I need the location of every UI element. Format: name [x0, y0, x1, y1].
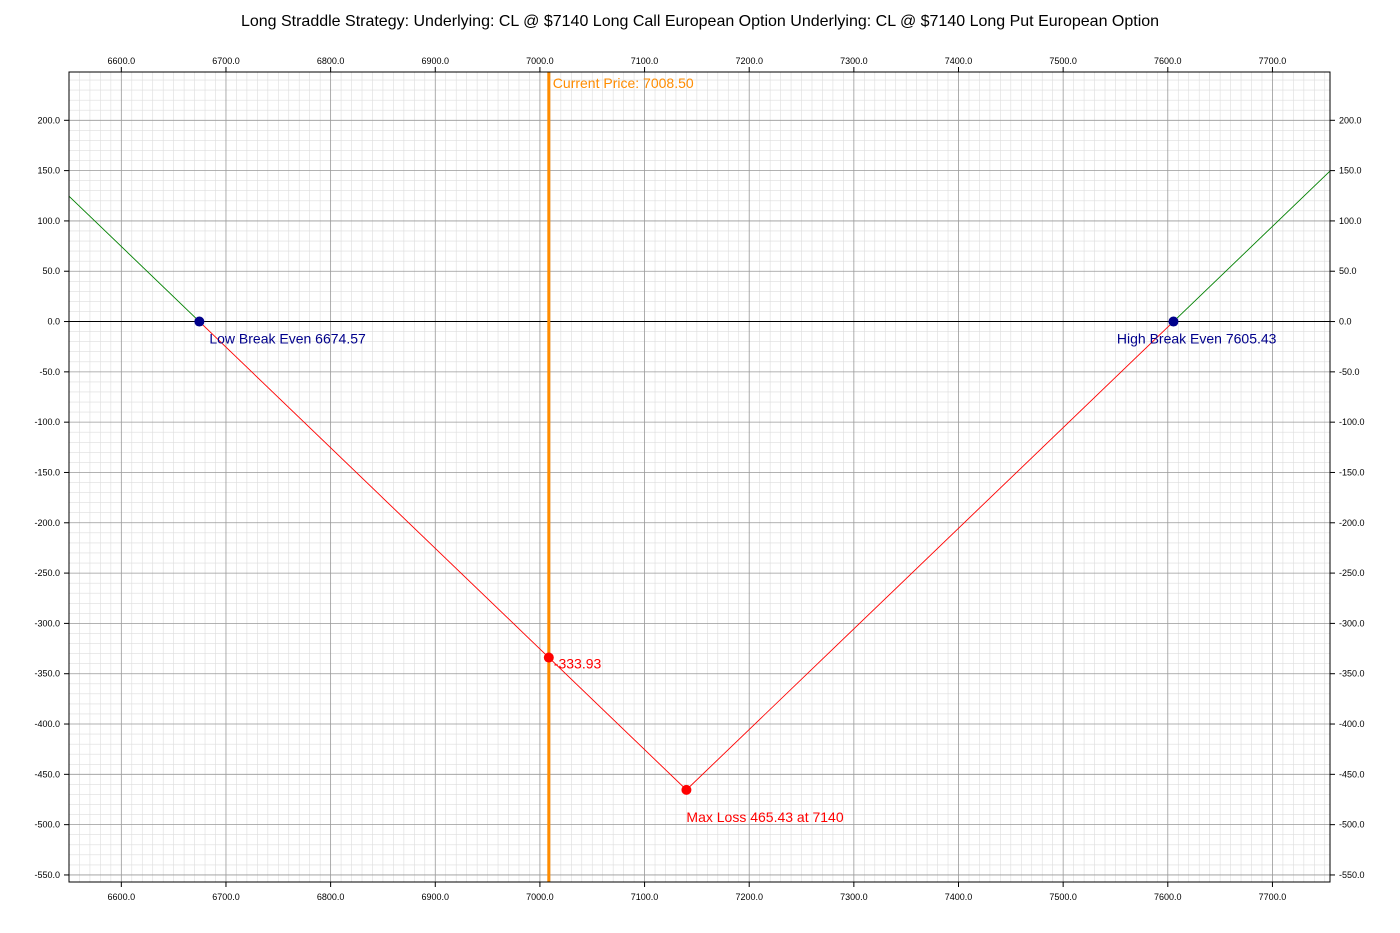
y-tick-label-right: -200.0	[1339, 518, 1365, 528]
x-tick-label-top: 6700.0	[212, 56, 240, 66]
x-tick-label-top: 7500.0	[1049, 56, 1077, 66]
y-tick-label-left: -500.0	[34, 820, 60, 830]
y-tick-label-right: 200.0	[1339, 115, 1362, 125]
y-tick-label-right: -400.0	[1339, 719, 1365, 729]
x-tick-label-top: 6900.0	[421, 56, 449, 66]
y-tick-label-left: -550.0	[34, 870, 60, 880]
y-tick-label-right: -100.0	[1339, 417, 1365, 427]
minor-grid	[68, 72, 1330, 882]
point-marker-3	[681, 784, 692, 795]
x-tick-label-bottom: 7600.0	[1154, 892, 1182, 902]
y-tick-label-left: -400.0	[34, 719, 60, 729]
x-tick-label-bottom: 7100.0	[631, 892, 659, 902]
y-tick-label-right: -250.0	[1339, 568, 1365, 578]
x-tick-label-top: 7400.0	[945, 56, 973, 66]
point-label-3: Max Loss 465.43 at 7140	[686, 809, 843, 825]
payoff-series-1	[68, 195, 200, 322]
x-tick-label-bottom: 7200.0	[735, 892, 763, 902]
y-tick-label-right: 0.0	[1339, 317, 1352, 327]
x-tick-label-top: 6600.0	[108, 56, 136, 66]
y-tick-label-right: -300.0	[1339, 618, 1365, 628]
y-tick-label-right: -350.0	[1339, 669, 1365, 679]
y-tick-label-right: 150.0	[1339, 166, 1362, 176]
plot-frame	[68, 71, 1331, 883]
y-tick-label-left: -300.0	[34, 618, 60, 628]
point-label-2: High Break Even 7605.43	[1117, 331, 1277, 347]
y-tick-label-right: -450.0	[1339, 769, 1365, 779]
y-tick-label-left: -50.0	[39, 367, 60, 377]
x-tick-label-bottom: 6800.0	[317, 892, 345, 902]
x-tick-label-bottom: 7400.0	[945, 892, 973, 902]
x-tick-label-bottom: 6700.0	[212, 892, 240, 902]
x-tick-label-bottom: 7000.0	[526, 892, 554, 902]
y-tick-label-right: 100.0	[1339, 216, 1362, 226]
y-tick-label-left: 0.0	[47, 317, 60, 327]
x-tick-label-top: 7600.0	[1154, 56, 1182, 66]
point-label-4: -333.93	[554, 656, 602, 672]
x-tick-label-top: 6800.0	[317, 56, 345, 66]
point-marker-4	[543, 652, 554, 663]
y-tick-label-left: -200.0	[34, 518, 60, 528]
x-tick-label-bottom: 6600.0	[108, 892, 136, 902]
y-tick-label-left: 150.0	[37, 166, 60, 176]
current-price-label: Current Price: 7008.50	[553, 75, 694, 91]
x-tick-label-bottom: 7300.0	[840, 892, 868, 902]
y-tick-label-left: -450.0	[34, 769, 60, 779]
x-tick-label-top: 7300.0	[840, 56, 868, 66]
y-tick-label-right: 50.0	[1339, 266, 1357, 276]
chart-title: Long Straddle Strategy: Underlying: CL @…	[240, 13, 1160, 30]
ticks-group: 6600.0 6600.0 6700.0 6700.0 6800.0 6800.0 6900…	[34, 56, 1364, 902]
y-tick-label-left: 100.0	[37, 216, 60, 226]
x-tick-label-bottom: 6900.0	[421, 892, 449, 902]
point-marker-1	[194, 316, 205, 327]
x-tick-label-bottom: 7700.0	[1259, 892, 1287, 902]
y-tick-label-left: -100.0	[34, 417, 60, 427]
y-tick-label-right: -50.0	[1339, 367, 1360, 377]
plot-background	[69, 72, 1330, 882]
point-marker-2	[1168, 316, 1179, 327]
y-tick-label-right: -500.0	[1339, 820, 1365, 830]
major-grid	[69, 72, 1330, 882]
point-label-1: Low Break Even 6674.57	[209, 331, 366, 347]
y-tick-label-left: -150.0	[34, 467, 60, 477]
y-tick-label-left: 200.0	[37, 115, 60, 125]
current-price-group: Current Price: 7008.50	[547, 72, 694, 882]
y-tick-label-right: -150.0	[1339, 467, 1365, 477]
x-tick-label-top: 7700.0	[1259, 56, 1287, 66]
y-tick-label-left: 50.0	[42, 266, 60, 276]
y-tick-label-left: -250.0	[34, 568, 60, 578]
y-tick-label-right: -550.0	[1339, 870, 1365, 880]
x-tick-label-top: 7000.0	[526, 56, 554, 66]
x-tick-label-top: 7200.0	[735, 56, 763, 66]
payoff-series-3	[1173, 170, 1331, 322]
x-tick-label-bottom: 7500.0	[1049, 892, 1077, 902]
y-tick-label-left: -350.0	[34, 669, 60, 679]
x-tick-label-top: 7100.0	[631, 56, 659, 66]
points-group: Low Break Even 6674.57 High Break Even 76…	[194, 316, 1277, 825]
